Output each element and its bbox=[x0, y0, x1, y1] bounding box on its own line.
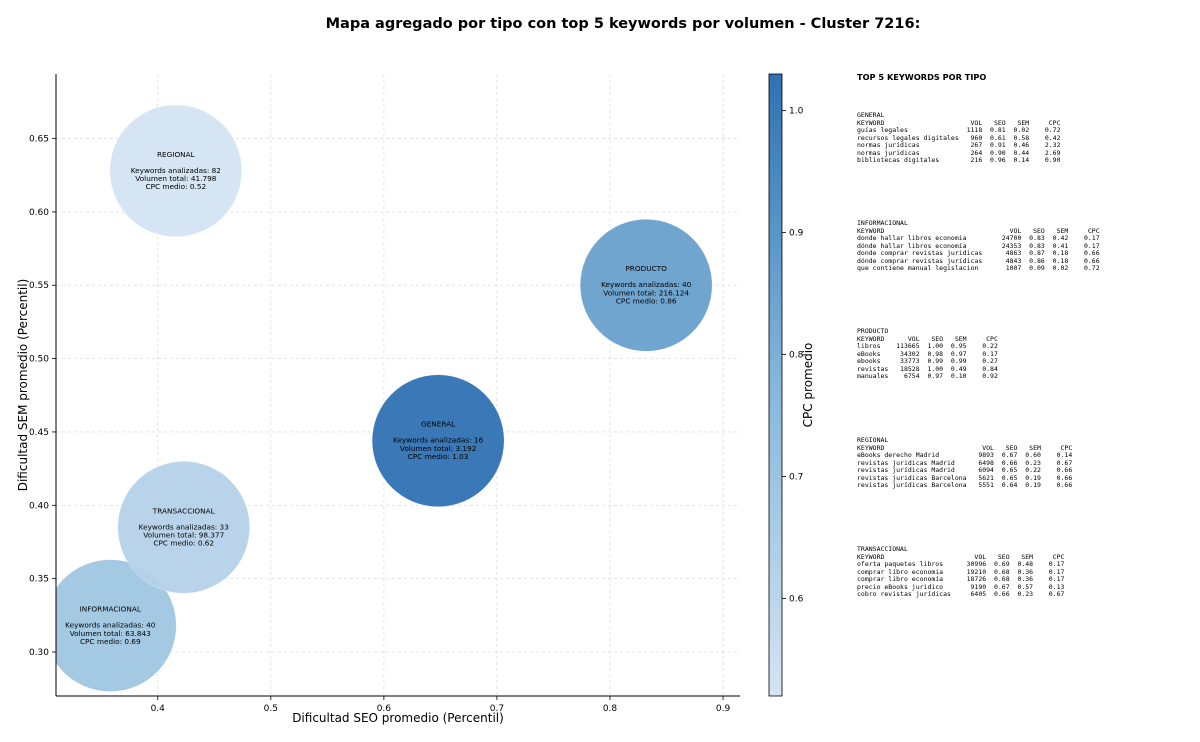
bubble-transaccional-label-line: Keywords analizadas: 33 bbox=[139, 522, 230, 531]
bubble-general-label-line: CPC medio: 1.03 bbox=[408, 452, 469, 461]
x-tick-label: 0.9 bbox=[716, 704, 731, 714]
keyword-row: revistas 18528 1.00 0.49 0.84 bbox=[857, 364, 998, 373]
keyword-row: normas juridicas 264 0.90 0.44 2.69 bbox=[857, 148, 1061, 157]
x-tick-label: 0.6 bbox=[377, 704, 392, 714]
bubble-regional-name: REGIONAL bbox=[157, 150, 196, 159]
keyword-row: precio eBooks juridico 9190 0.67 0.57 0.… bbox=[857, 582, 1065, 591]
keyword-row: normas jurídicas 267 0.91 0.46 2.32 bbox=[857, 141, 1061, 149]
keyword-block-header-row: KEYWORD VOL SEO SEM CPC bbox=[857, 443, 1073, 452]
bubble-transaccional-label-line: CPC medio: 0.62 bbox=[153, 539, 214, 548]
keyword-block-regional: REGIONAL KEYWORD VOL SEO SEM CPC eBooks de… bbox=[857, 436, 1073, 490]
bubble-transaccional: TRANSACCIONAL Keywords analizadas: 33Volu… bbox=[117, 461, 251, 594]
y-axis-label: Dificultad SEM promedio (Percentil) bbox=[16, 279, 30, 492]
bubble-regional-label-line: CPC medio: 0.52 bbox=[146, 182, 207, 191]
y-tick-label: 0.65 bbox=[29, 135, 49, 145]
bubble-general-label-line: Keywords analizadas: 16 bbox=[393, 436, 484, 445]
bubble-regional-label-line: Keywords analizadas: 82 bbox=[131, 166, 221, 175]
colorbar: 0.6 0.7 0.8 0.9 1.0 CPC promedio bbox=[768, 73, 815, 697]
x-tick-label: 0.7 bbox=[490, 704, 504, 714]
keyword-block-transaccional: TRANSACCIONAL KEYWORD VOL SEO SEM CPC ofer… bbox=[857, 545, 1065, 599]
keyword-row: revistas jurídicas Madrid 6094 0.65 0.22… bbox=[857, 466, 1073, 474]
keyword-block-header-row: KEYWORD VOL SEO SEM CPC bbox=[857, 118, 1061, 127]
keyword-row: oferta paquetes libros 30996 0.69 0.48 0… bbox=[857, 560, 1065, 568]
keyword-row: donde hallar libros economia 24700 0.83 … bbox=[857, 234, 1100, 242]
keyword-row: donde comprar revistas juridicas 4863 0.… bbox=[857, 249, 1100, 257]
x-tick-label: 0.4 bbox=[151, 704, 166, 714]
bubble-informacional-label-line: CPC medio: 0.69 bbox=[80, 637, 141, 646]
keyword-row: guías legales 1118 0.81 0.02 0.72 bbox=[857, 126, 1061, 134]
bubble-transaccional-label-line: Volumen total: 98.377 bbox=[143, 530, 224, 539]
keyword-row: que contiene manual legislacion 1007 0.0… bbox=[857, 264, 1100, 272]
bubble-regional-circle bbox=[109, 104, 243, 238]
axes: 0.4 0.5 0.6 0.7 0.8 0.9 0.30 0.35 0.40 0.45 0.50 0.… bbox=[16, 74, 740, 725]
bubble-informacional-circle bbox=[56, 559, 177, 692]
keyword-row: bibliotecas digitales 216 0.96 0.14 0.90 bbox=[857, 156, 1061, 164]
keyword-block-informacional: INFORMACIONAL KEYWORD VOL SEO SEM CPC dond… bbox=[857, 219, 1100, 273]
bubble-producto-label-line: Keywords analizadas: 40 bbox=[601, 280, 692, 289]
bubble-general-name: GENERAL bbox=[421, 420, 456, 429]
keyword-row: comprar libro economía 18726 0.68 0.36 0… bbox=[857, 575, 1065, 583]
keyword-row: dónde hallar libros economía 24353 0.83 … bbox=[857, 241, 1100, 250]
bubble-regional-label-line: Volumen total: 41.798 bbox=[135, 174, 216, 183]
keyword-block-producto: PRODUCTO KEYWORD VOL SEO SEM CPC libros 11… bbox=[857, 327, 998, 381]
bubble-general-label-line: Volumen total: 3.192 bbox=[400, 444, 476, 453]
colorbar-tick-label: 0.8 bbox=[789, 351, 804, 361]
y-tick-label: 0.50 bbox=[29, 355, 49, 365]
colorbar-tick-label: 0.9 bbox=[789, 229, 804, 239]
keyword-block-general: GENERAL KEYWORD VOL SEO SEM CPC guías lega… bbox=[857, 111, 1061, 165]
bubble-informacional-name: INFORMACIONAL bbox=[80, 605, 142, 614]
colorbar-tick-label: 0.6 bbox=[789, 594, 804, 604]
x-tick-label: 0.5 bbox=[264, 704, 278, 714]
keyword-row: recursos legales digitales 960 0.61 0.58… bbox=[857, 133, 1061, 142]
colorbar-label: CPC promedio bbox=[801, 343, 815, 428]
bubble-general-circle bbox=[371, 374, 505, 507]
y-tick-label: 0.40 bbox=[29, 501, 49, 511]
keyword-block-heading: GENERAL bbox=[857, 111, 885, 119]
keyword-row: manuales 6754 0.97 0.10 0.92 bbox=[857, 372, 998, 380]
bubble-informacional-label-line: Keywords analizadas: 40 bbox=[65, 621, 156, 630]
keyword-block-heading: INFORMACIONAL bbox=[857, 219, 908, 227]
keyword-block-header-row: KEYWORD VOL SEO SEM CPC bbox=[857, 552, 1065, 561]
bubble-producto-circle bbox=[579, 218, 713, 352]
keyword-block-header-row: KEYWORD VOL SEO SEM CPC bbox=[857, 334, 998, 343]
keyword-block-heading: TRANSACCIONAL bbox=[857, 545, 908, 553]
colorbar-tick-label: 1.0 bbox=[789, 107, 804, 117]
keyword-row: revistas juridicas Madrid 6498 0.66 0.23… bbox=[857, 458, 1073, 467]
x-axis-label: Dificultad SEO promedio (Percentil) bbox=[292, 711, 504, 725]
keyword-block-heading: REGIONAL bbox=[857, 436, 889, 444]
keyword-block-header-row: KEYWORD VOL SEO SEM CPC bbox=[857, 226, 1100, 235]
bubble-producto-label-line: CPC medio: 0.86 bbox=[616, 297, 677, 306]
bubble-producto-label-line: Volumen total: 216.124 bbox=[603, 288, 689, 297]
keyword-row: dónde comprar revistas jurídicas 4843 0.… bbox=[857, 256, 1100, 265]
y-tick-label: 0.35 bbox=[29, 575, 49, 585]
panel-title: TOP 5 KEYWORDS POR TIPO bbox=[857, 72, 987, 82]
chart-title: Mapa agregado por tipo con top 5 keyword… bbox=[325, 16, 921, 32]
bubble-transaccional-circle bbox=[117, 461, 251, 594]
y-tick-label: 0.30 bbox=[29, 648, 49, 658]
keyword-row: eBooks 34302 0.98 0.97 0.17 bbox=[857, 349, 998, 358]
colorbar-tick-label: 0.7 bbox=[789, 472, 803, 482]
bubble-producto-name: PRODUCTO bbox=[625, 264, 667, 273]
keyword-row: ebooks 33773 0.99 0.99 0.27 bbox=[857, 357, 998, 365]
bubble-transaccional-name: TRANSACCIONAL bbox=[152, 506, 216, 515]
y-tick-label: 0.55 bbox=[29, 281, 49, 291]
y-tick-label: 0.45 bbox=[29, 428, 49, 438]
keyword-block-heading: PRODUCTO bbox=[857, 327, 889, 335]
bubble-informacional: INFORMACIONAL Keywords analizadas: 40Volu… bbox=[56, 559, 177, 692]
keyword-row: comprar libro economia 19210 0.68 0.36 0… bbox=[857, 567, 1065, 576]
colorbar-gradient bbox=[768, 73, 783, 697]
keyword-row: revistas juridicas Barcelona 5621 0.65 0… bbox=[857, 473, 1073, 482]
x-tick-label: 0.8 bbox=[603, 704, 618, 714]
bubble-informacional-label-line: Volumen total: 63.843 bbox=[70, 629, 151, 638]
keyword-row: eBooks derecho Madrid 9893 0.67 0.60 0.1… bbox=[857, 451, 1073, 459]
keyword-row: cobro revistas jurídicas 6405 0.66 0.23 … bbox=[857, 590, 1065, 598]
keyword-row: libros 113665 1.00 0.95 0.22 bbox=[857, 342, 998, 350]
keyword-row: revistas jurídicas Barcelona 5551 0.64 0… bbox=[857, 481, 1073, 489]
y-tick-label: 0.60 bbox=[29, 208, 49, 218]
